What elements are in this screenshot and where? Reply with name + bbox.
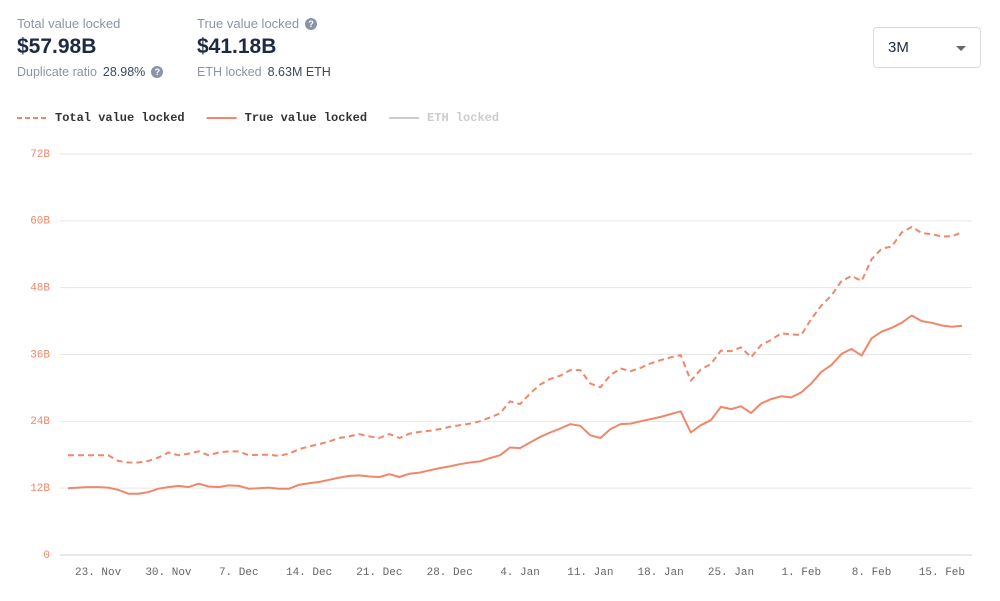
x-tick-label: 18. Jan xyxy=(638,567,684,579)
stat-value: $41.18B xyxy=(197,35,277,58)
y-tick-label: 60B xyxy=(30,216,50,228)
legend-label: True value locked xyxy=(245,111,367,125)
x-tick-label: 15. Feb xyxy=(919,567,965,579)
caret xyxy=(956,46,966,51)
value: 28.98% xyxy=(102,65,146,79)
y-tick-label: 48B xyxy=(30,283,50,295)
x-tick-label: 4. Jan xyxy=(500,567,540,579)
value: 8.63M ETH xyxy=(267,65,331,79)
x-tick-label: 7. Dec xyxy=(219,567,259,579)
label: Duplicate ratio xyxy=(17,65,97,79)
y-tick-label: 36B xyxy=(30,349,50,361)
stat-label-text: True value locked xyxy=(197,16,300,31)
range-dropdown[interactable]: 3M xyxy=(873,27,981,68)
y-tick-label: 72B xyxy=(30,149,50,161)
range-value: 3M xyxy=(888,39,909,56)
x-tick-label: 21. Dec xyxy=(356,567,402,579)
series-line xyxy=(68,226,963,464)
y-tick-label: 12B xyxy=(30,483,50,495)
x-tick-label: 25. Jan xyxy=(708,567,754,579)
help-icon[interactable]: ? xyxy=(305,18,318,30)
stat-label: Total value locked xyxy=(17,16,121,31)
x-tick-label: 1. Feb xyxy=(781,567,821,579)
x-tick-label: 23. Nov xyxy=(75,567,122,579)
x-tick-label: 8. Feb xyxy=(852,567,892,579)
series-line xyxy=(67,314,963,495)
stat-label: True value locked? xyxy=(197,16,318,31)
duplicate-ratio: Duplicate ratio 28.98%? xyxy=(17,65,164,79)
eth-locked: ETH locked 8.63M ETH xyxy=(197,65,331,79)
help-icon[interactable]: ? xyxy=(151,66,164,78)
x-tick-label: 11. Jan xyxy=(567,567,613,579)
legend-label: Total value locked xyxy=(55,111,185,125)
label: ETH locked xyxy=(197,65,262,79)
stat-value: $57.98B xyxy=(17,35,97,58)
x-tick-label: 28. Dec xyxy=(427,567,473,579)
y-tick-label: 0 xyxy=(43,550,50,562)
y-tick-label: 24B xyxy=(30,416,50,428)
x-tick-label: 30. Nov xyxy=(145,567,192,579)
legend-label: ETH locked xyxy=(427,111,499,125)
x-tick-label: 14. Dec xyxy=(286,567,332,579)
